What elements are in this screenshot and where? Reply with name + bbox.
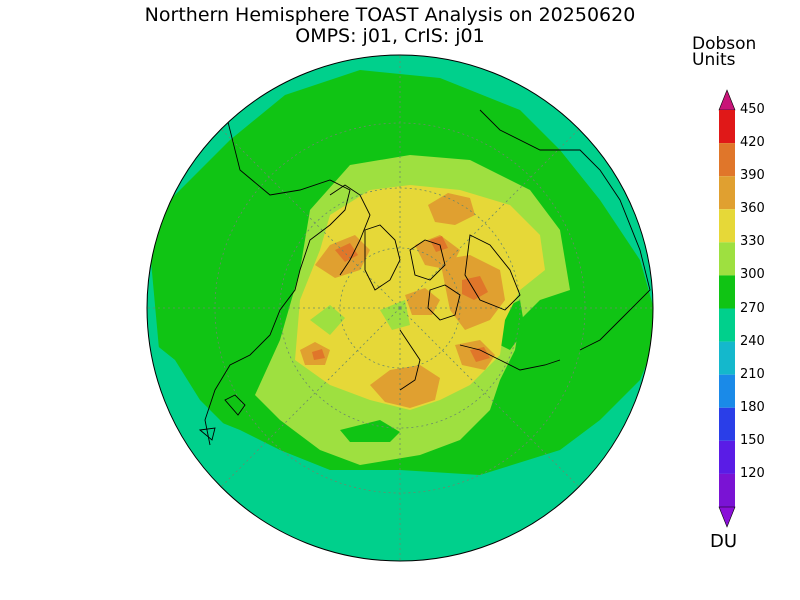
- colorbar-top-cap: [718, 89, 736, 111]
- colorbar-bottom-cap: [718, 506, 736, 528]
- colorbar-swatch-210: [719, 374, 735, 408]
- map-title: Northern Hemisphere TOAST Analysis on 20…: [144, 4, 636, 26]
- colorbar-swatch-150: [719, 440, 735, 474]
- colorbar-swatch-330: [719, 242, 735, 276]
- map-boundary: [146, 54, 654, 562]
- colorbar-tick-label: 420: [740, 135, 765, 151]
- colorbar-swatch-120: [719, 473, 735, 507]
- colorbar-swatch-240: [719, 341, 735, 375]
- colorbar-tick-label: 300: [740, 267, 765, 283]
- map-subtitle: OMPS: j01, CrIS: j01: [295, 25, 485, 47]
- colorbar-swatch-390: [719, 176, 735, 210]
- colorbar-tick-label: 270: [740, 300, 765, 316]
- colorbar-swatch-360: [719, 209, 735, 243]
- colorbar-tick-label: 180: [740, 399, 765, 415]
- ozone-field: [147, 55, 653, 561]
- colorbar-tick-label: 450: [740, 102, 765, 117]
- colorbar-unit: DU: [710, 531, 738, 552]
- colorbar-swatch-300: [719, 275, 735, 309]
- colorbar-tick-label: 390: [740, 168, 765, 184]
- colorbar-tick-label: 150: [740, 432, 765, 448]
- colorbar-swatch-180: [719, 407, 735, 441]
- colorbar-swatch-420: [719, 143, 735, 177]
- colorbar-tick-label: 120: [740, 465, 765, 481]
- colorbar-tick-label: 360: [740, 201, 765, 217]
- colorbar-title-line1: Dobson: [692, 34, 757, 54]
- colorbar: [718, 89, 736, 528]
- colorbar-tick-label: 240: [740, 333, 765, 349]
- colorbar-swatch-270: [719, 308, 735, 342]
- colorbar-title-line2: Units: [692, 50, 736, 70]
- colorbar-swatch-450: [719, 110, 735, 144]
- colorbar-tick-label: 210: [740, 366, 765, 382]
- colorbar-tick-label: 330: [740, 234, 765, 250]
